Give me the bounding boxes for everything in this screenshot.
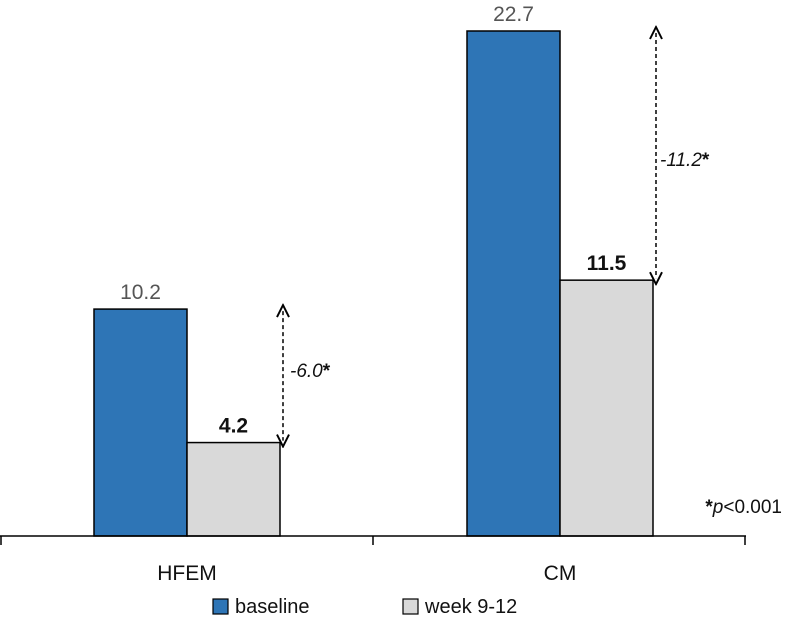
- data-labels: 10.2 22.7 4.2 11.5: [120, 3, 627, 438]
- bar-baseline-hfem: [93, 308, 188, 537]
- x-tick-label-hfem: HFEM: [157, 562, 217, 585]
- bars-group: [93, 30, 654, 537]
- footnote-variable: p: [712, 497, 724, 518]
- difference-value-hfem: -6.0: [290, 361, 323, 382]
- legend: baseline week 9-12: [212, 596, 517, 618]
- x-axis: HFEM CM: [0, 535, 746, 585]
- bar-week-cm: [559, 279, 654, 537]
- data-label-baseline-hfem: 10.2: [120, 281, 161, 304]
- difference-value-cm: -11.2: [660, 150, 702, 171]
- legend-label-week: week 9-12: [424, 596, 517, 618]
- significance-mark-hfem: *: [323, 361, 331, 382]
- legend-label-baseline: baseline: [235, 596, 310, 618]
- significance-mark-cm: *: [702, 150, 710, 171]
- legend-swatch-week: [402, 598, 419, 615]
- legend-swatch-baseline: [212, 598, 229, 615]
- data-label-baseline-cm: 22.7: [493, 3, 534, 26]
- data-label-week-hfem: 4.2: [219, 415, 248, 438]
- footnote-threshold: <0.001: [723, 497, 782, 518]
- p-value-footnote: *p<0.001: [705, 497, 782, 518]
- difference-arrows: -6.0* -11.2*: [283, 33, 710, 441]
- data-label-week-cm: 11.5: [587, 252, 627, 275]
- bar-baseline-cm: [466, 30, 561, 537]
- footnote-mark: *: [705, 497, 713, 518]
- difference-label-cm: -11.2*: [660, 150, 710, 171]
- x-tick-label-cm: CM: [544, 562, 577, 585]
- difference-label-hfem: -6.0*: [290, 361, 331, 382]
- bar-week-hfem: [186, 441, 281, 537]
